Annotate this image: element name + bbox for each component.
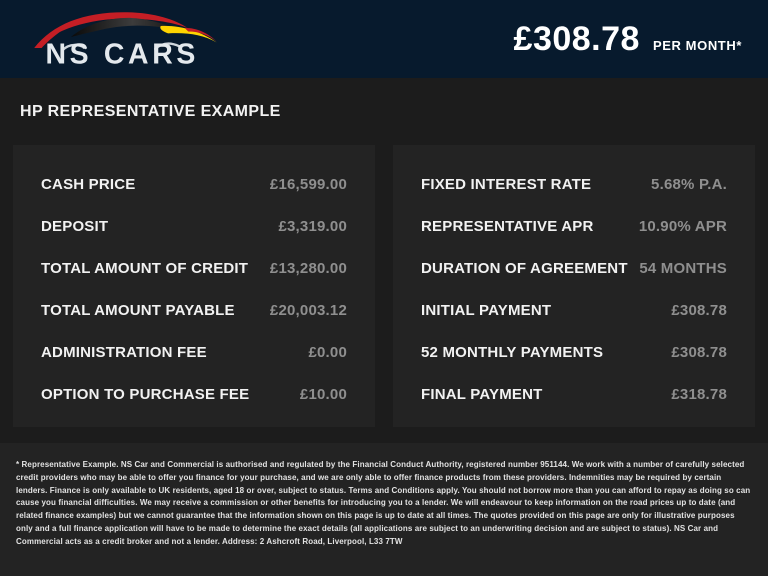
row-label: DEPOSIT — [41, 217, 109, 235]
row-value: £3,319.00 — [278, 217, 347, 235]
table-row: INITIAL PAYMENT £308.78 — [421, 289, 727, 331]
logo-wheel-arch-right — [154, 41, 181, 50]
car-logo-graphic: NS CARS — [34, 11, 217, 70]
logo-car-front-red — [34, 27, 66, 48]
row-label: DURATION OF AGREEMENT — [421, 259, 628, 277]
table-row: 52 MONTHLY PAYMENTS £308.78 — [421, 331, 727, 373]
table-row: CASH PRICE £16,599.00 — [41, 163, 347, 205]
logo-wheel-arch-left — [60, 43, 87, 52]
row-value: 10.90% APR — [638, 217, 727, 235]
row-label: CASH PRICE — [41, 175, 136, 193]
ns-cars-logo[interactable]: NS CARS — [26, 4, 224, 75]
row-label: FIXED INTEREST RATE — [421, 175, 592, 193]
row-value: £308.78 — [671, 343, 727, 361]
price-suffix: PER MONTH* — [652, 37, 742, 53]
row-value: £308.78 — [671, 301, 727, 319]
monthly-price: £308.78 PER MONTH* — [514, 20, 742, 59]
row-value: £16,599.00 — [269, 175, 347, 193]
finance-tables: CASH PRICE £16,599.00 DEPOSIT £3,319.00 … — [13, 145, 755, 427]
table-row: OPTION TO PURCHASE FEE £10.00 — [41, 373, 347, 415]
row-value: 5.68% P.A. — [651, 175, 727, 193]
row-value: 54 MONTHS — [639, 259, 727, 277]
row-label: 52 MONTHLY PAYMENTS — [421, 343, 604, 361]
row-label: TOTAL AMOUNT PAYABLE — [41, 301, 235, 319]
representative-example-disclaimer: * Representative Example. NS Car and Com… — [16, 460, 751, 546]
table-row: TOTAL AMOUNT OF CREDIT £13,280.00 — [41, 247, 347, 289]
price-amount: £308.78 — [513, 19, 640, 58]
table-row: FINAL PAYMENT £318.78 — [421, 373, 727, 415]
page-title: HP REPRESENTATIVE EXAMPLE — [20, 103, 281, 120]
logo-car-rear-red — [184, 27, 217, 42]
row-label: ADMINISTRATION FEE — [41, 343, 207, 361]
row-value: £13,280.00 — [269, 259, 347, 277]
finance-table-left: CASH PRICE £16,599.00 DEPOSIT £3,319.00 … — [13, 145, 375, 427]
header-bar: NS CARS £308.78 PER MONTH* — [0, 0, 768, 78]
row-label: OPTION TO PURCHASE FEE — [41, 385, 250, 403]
row-label: FINAL PAYMENT — [421, 385, 543, 403]
logo-car-window — [70, 17, 183, 37]
table-row: DEPOSIT £3,319.00 — [41, 205, 347, 247]
logo-car-body-red — [34, 11, 188, 48]
finance-table-right: FIXED INTEREST RATE 5.68% P.A. REPRESENT… — [393, 145, 755, 427]
row-value: £318.78 — [671, 385, 727, 403]
table-row: FIXED INTEREST RATE 5.68% P.A. — [421, 163, 727, 205]
logo-car-rear-yellow — [160, 25, 217, 42]
row-label: INITIAL PAYMENT — [421, 301, 552, 319]
row-label: TOTAL AMOUNT OF CREDIT — [41, 259, 249, 277]
table-row: REPRESENTATIVE APR 10.90% APR — [421, 205, 727, 247]
table-row: TOTAL AMOUNT PAYABLE £20,003.12 — [41, 289, 347, 331]
table-row: DURATION OF AGREEMENT 54 MONTHS — [421, 247, 727, 289]
row-value: £10.00 — [299, 385, 347, 403]
row-label: REPRESENTATIVE APR — [421, 217, 594, 235]
row-value: £0.00 — [308, 343, 347, 361]
logo-wordmark: NS CARS — [45, 38, 199, 69]
footer-bar: * Representative Example. NS Car and Com… — [0, 443, 768, 576]
table-row: ADMINISTRATION FEE £0.00 — [41, 331, 347, 373]
row-value: £20,003.12 — [269, 301, 347, 319]
